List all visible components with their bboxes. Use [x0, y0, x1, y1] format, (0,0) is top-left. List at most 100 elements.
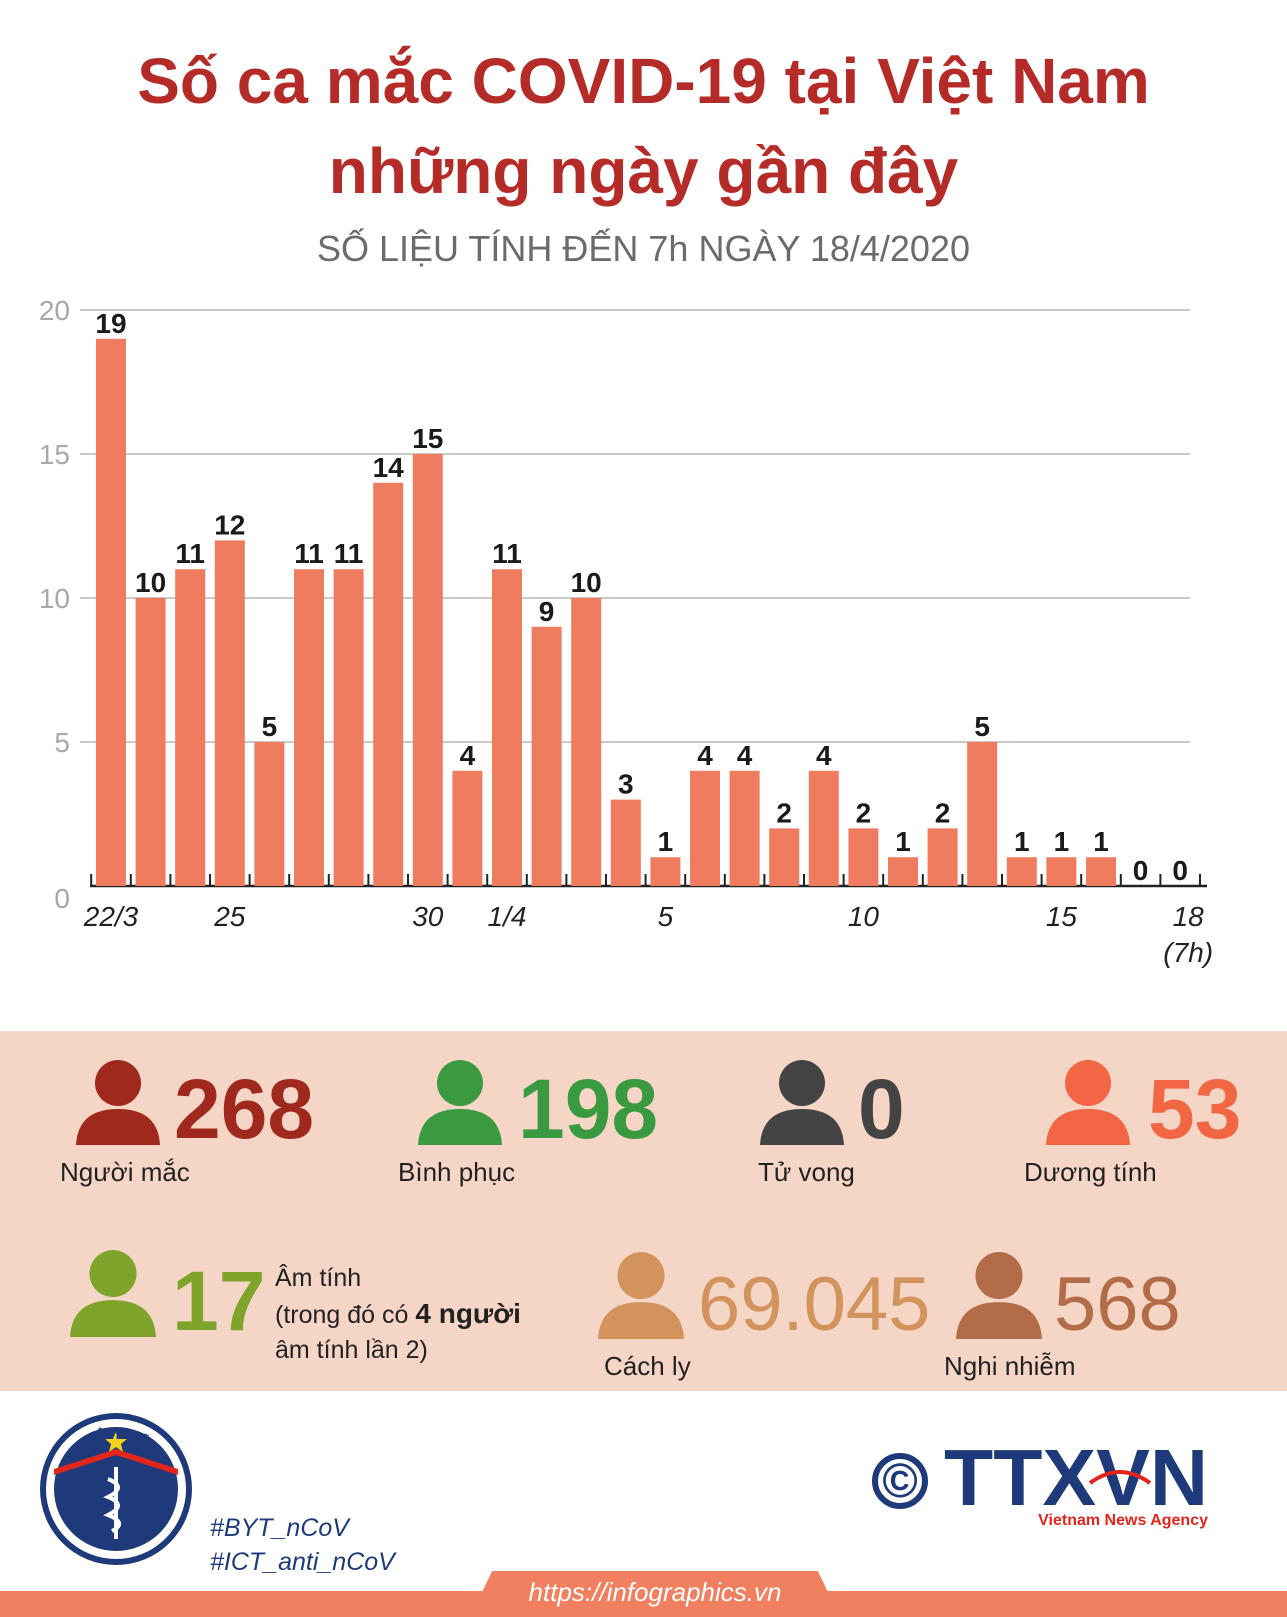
person-icon: [956, 1252, 1042, 1339]
bar: [254, 742, 285, 886]
stat-infected-value: 268: [174, 1062, 315, 1156]
globe-icon: [1088, 1470, 1152, 1485]
bar-value-label: 15: [412, 423, 443, 454]
bar-value-label: 0: [1172, 855, 1188, 886]
bar-value-label: 11: [175, 538, 205, 569]
stat-recovered-label: Bình phục: [398, 1157, 516, 1187]
bar-value-label: 10: [571, 567, 602, 598]
hashtags: #BYT_nCoV #ICT_anti_nCoV: [210, 1511, 395, 1579]
bar-value-label: 2: [935, 797, 951, 828]
bar: [927, 828, 958, 886]
stat-positive-value: 53: [1148, 1062, 1242, 1156]
stat-quarantine-value: 69.045: [698, 1262, 931, 1347]
bar-value-label: 5: [262, 711, 278, 742]
bar-value-label: 3: [618, 769, 634, 800]
bar: [1006, 857, 1037, 886]
x-tick-sublabel: (7h): [1163, 937, 1213, 968]
bar-value-label: 14: [373, 452, 405, 483]
person-icon: [418, 1060, 502, 1145]
y-tick-label: 20: [39, 300, 70, 326]
source-url[interactable]: https://infographics.vn: [528, 1577, 782, 1607]
x-tick-label: 22/3: [83, 901, 139, 932]
bar: [135, 598, 166, 886]
bar: [848, 828, 879, 886]
bar: [492, 569, 522, 886]
ttxvn-wordmark: TTXVN: [944, 1433, 1208, 1522]
bar: [967, 742, 998, 886]
stat-quarantine-label: Cách ly: [604, 1351, 691, 1381]
agency-name: Vietnam News Agency: [1038, 1512, 1208, 1529]
person-icon: [76, 1060, 160, 1145]
x-tick-label: 5: [658, 901, 674, 932]
bar-value-label: 1: [895, 826, 911, 857]
bar: [294, 569, 324, 886]
title-line-1: Số ca mắc COVID-19 tại Việt Nam: [137, 45, 1150, 117]
bar: [175, 569, 206, 886]
bar-value-label: 1: [1093, 826, 1109, 857]
bar: [888, 857, 918, 886]
bar: [1046, 857, 1077, 886]
stats-panel: 268 Người mắc 198 Bình phục 0 Tử vong 53…: [0, 1031, 1287, 1391]
footer: BỘ Y TẾ MINISTRY OF HEALTH #BYT_nCoV #IC…: [0, 1391, 1287, 1617]
bar: [373, 482, 404, 886]
x-tick-label: 1/4: [488, 901, 527, 932]
note-suffix: âm tính lần 2): [275, 1336, 428, 1364]
bar-value-label: 5: [974, 711, 990, 742]
stat-deaths-label: Tử vong: [758, 1157, 855, 1187]
agency-logo: © TTXVN Vietnam News Agency: [872, 1433, 1208, 1529]
bar-value-label: 9: [539, 596, 555, 627]
bar-value-label: 2: [856, 797, 872, 828]
star-icon: [105, 1431, 127, 1452]
bar: [690, 770, 720, 886]
bar-value-label: 0: [1133, 855, 1149, 886]
stat-deaths-value: 0: [858, 1062, 905, 1156]
copyright-icon: ©: [882, 1455, 917, 1508]
bar: [214, 540, 245, 886]
bar: [610, 799, 641, 886]
hashtag-ict[interactable]: #ICT_anti_nCoV: [210, 1548, 395, 1576]
bar-value-label: 11: [334, 538, 364, 569]
stat-negative-note: Âm tính (trong đó có 4 người âm tính lần…: [275, 1261, 521, 1368]
x-tick-label: 30: [412, 901, 444, 932]
stat-suspected-value: 568: [1054, 1262, 1181, 1347]
bar: [571, 598, 602, 886]
bar: [729, 770, 760, 886]
bar: [452, 770, 483, 886]
bar-value-label: 1: [1014, 826, 1030, 857]
y-tick-label: 5: [54, 727, 70, 758]
y-tick-label: 0: [54, 883, 70, 914]
bar: [531, 626, 562, 886]
bar: [96, 338, 126, 886]
stat-negative-label: Âm tính: [275, 1264, 362, 1292]
x-tick-label: 18: [1173, 901, 1205, 932]
person-icon: [598, 1252, 684, 1339]
title-line-2: những ngày gần đây: [328, 135, 959, 207]
url-tab: [470, 1571, 840, 1617]
x-tick-label: 25: [213, 901, 246, 932]
note-prefix: (trong đó có: [275, 1301, 409, 1329]
bar: [333, 569, 364, 886]
y-tick-label: 10: [39, 583, 70, 614]
x-tick-label: 10: [848, 901, 880, 932]
stat-suspected-label: Nghi nhiễm: [944, 1351, 1076, 1381]
bar-value-label: 2: [776, 797, 792, 828]
ministry-of-health-logo: BỘ Y TẾ MINISTRY OF HEALTH: [40, 1413, 192, 1565]
bar: [769, 828, 800, 886]
bar: [1086, 857, 1116, 886]
x-tick-label: 15: [1046, 901, 1078, 932]
page-title: Số ca mắc COVID-19 tại Việt Nam những ng…: [0, 36, 1287, 216]
bar-value-label: 4: [460, 740, 476, 771]
bar-value-label: 1: [1054, 826, 1070, 857]
stat-negative-value: 17: [172, 1254, 266, 1348]
note-bold: 4 người: [415, 1298, 521, 1329]
bar: [412, 454, 443, 886]
bar-value-label: 1: [658, 826, 674, 857]
bar: [808, 770, 839, 886]
person-icon: [1046, 1060, 1130, 1145]
y-tick-label: 15: [39, 439, 70, 470]
bar-value-label: 4: [816, 740, 832, 771]
person-icon: [760, 1060, 844, 1145]
bar-value-label: 4: [697, 740, 713, 771]
hashtag-byt[interactable]: #BYT_nCoV: [210, 1514, 349, 1542]
